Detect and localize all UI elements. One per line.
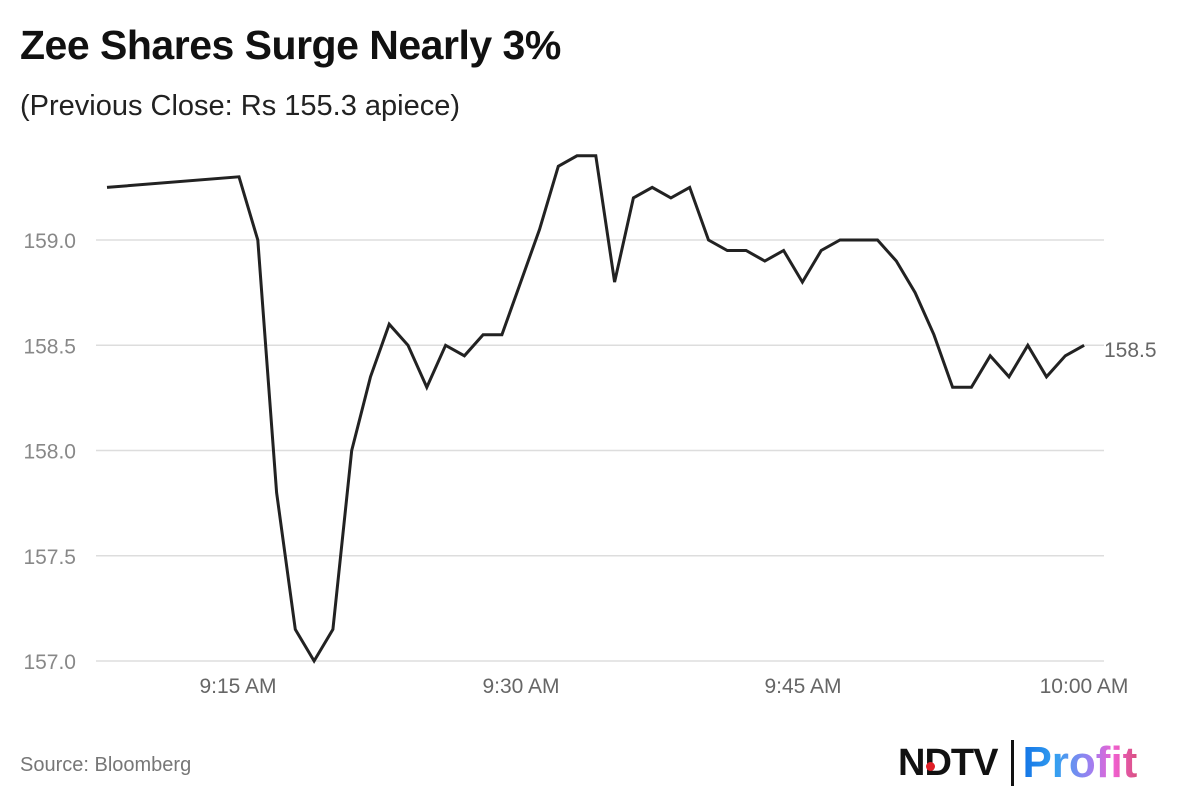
profit-wordmark: Profit — [1022, 738, 1138, 787]
svg-text:157.0: 157.0 — [23, 651, 76, 674]
ndtv-profit-logo: NDTV Profit — [898, 738, 1137, 788]
last-value-label: 158.5 — [1104, 339, 1157, 362]
logo-divider — [1011, 740, 1015, 786]
x-axis-labels: 9:15 AM 9:30 AM 9:45 AM 10:00 AM — [199, 675, 1128, 698]
chart-subtitle: (Previous Close: Rs 155.3 apiece) — [20, 90, 461, 122]
ndtv-wordmark: NDTV — [898, 741, 998, 784]
source-note: Source: Bloomberg — [20, 754, 192, 776]
svg-text:157.5: 157.5 — [23, 546, 76, 569]
svg-text:158.0: 158.0 — [23, 441, 76, 464]
svg-text:9:45 AM: 9:45 AM — [764, 675, 841, 698]
svg-text:158.5: 158.5 — [23, 335, 76, 358]
red-dot-icon — [926, 761, 935, 771]
y-axis-labels: 159.0 158.5 158.0 157.5 157.0 — [23, 230, 76, 674]
svg-text:9:15 AM: 9:15 AM — [199, 675, 276, 698]
svg-text:9:30 AM: 9:30 AM — [482, 675, 559, 698]
svg-text:159.0: 159.0 — [23, 230, 76, 253]
svg-text:10:00 AM: 10:00 AM — [1040, 675, 1129, 698]
chart-title: Zee Shares Surge Nearly 3% — [20, 22, 561, 68]
price-line — [106, 154, 1085, 664]
gridlines — [96, 239, 1104, 662]
